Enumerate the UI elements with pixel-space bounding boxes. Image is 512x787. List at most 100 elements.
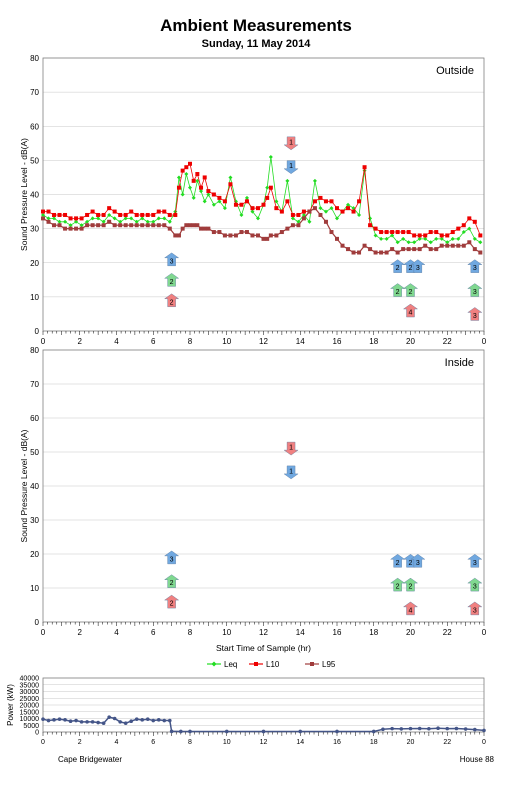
data-point — [167, 219, 172, 224]
data-point — [145, 223, 150, 228]
data-point — [199, 185, 204, 190]
data-point — [290, 212, 295, 217]
data-point — [41, 717, 45, 721]
event-label: 4 — [409, 607, 413, 614]
data-point — [329, 206, 334, 211]
event-label: 1 — [289, 139, 293, 146]
event-arrow — [402, 577, 419, 592]
data-point — [211, 202, 216, 207]
data-point — [151, 223, 156, 228]
chart-subtitle: Sunday, 11 May 2014 — [201, 38, 311, 50]
data-point — [140, 718, 145, 722]
data-point — [461, 230, 466, 235]
x-tick-label: 20 — [407, 739, 415, 746]
data-point — [445, 233, 450, 238]
data-point — [156, 718, 161, 722]
data-point — [427, 726, 431, 731]
x-tick-label: 20 — [406, 337, 415, 346]
event-arrow — [164, 594, 180, 609]
data-point — [450, 236, 455, 241]
panel-title-inside: Inside — [445, 357, 474, 369]
data-point — [268, 185, 273, 190]
x-tick-label: 0 — [41, 628, 46, 637]
y-tick-label: 40000 — [20, 676, 40, 683]
data-point — [244, 199, 249, 204]
y-tick-label: 70 — [30, 380, 39, 389]
event-marker: 2 — [164, 574, 180, 588]
event-marker: 3 — [410, 554, 426, 568]
y-tick-label: 10000 — [20, 716, 40, 723]
x-tick-label: 4 — [114, 337, 119, 346]
event-marker: 1 — [283, 136, 299, 151]
data-point — [96, 212, 101, 217]
data-point — [323, 199, 328, 204]
data-point — [79, 223, 84, 228]
data-point — [450, 243, 455, 248]
legend-item-l95: L95 — [305, 660, 336, 669]
data-point — [351, 209, 356, 214]
data-point — [472, 236, 477, 241]
data-point — [176, 175, 181, 180]
data-point — [79, 720, 84, 724]
data-point — [406, 247, 411, 252]
data-point — [211, 192, 216, 197]
data-point — [46, 216, 51, 221]
event-label: 2 — [396, 265, 400, 272]
data-point — [265, 195, 270, 200]
data-point — [228, 175, 233, 180]
data-point — [156, 223, 161, 228]
data-point — [379, 236, 384, 241]
data-point — [129, 209, 134, 214]
data-point — [329, 199, 334, 204]
data-point — [202, 175, 207, 180]
data-point — [118, 212, 123, 217]
event-marker: 4 — [402, 303, 419, 318]
data-point — [472, 219, 477, 224]
footer-location: Cape Bridgewater — [58, 755, 123, 764]
data-point — [156, 216, 161, 221]
data-point — [417, 247, 422, 252]
x-tick-label: 18 — [370, 739, 378, 746]
data-point — [371, 729, 376, 734]
legend: Leq L10 L95 — [207, 660, 336, 669]
event-marker: 2 — [402, 283, 419, 297]
data-point — [107, 715, 111, 719]
data-point — [335, 206, 339, 211]
data-point — [46, 209, 51, 214]
data-point — [188, 223, 192, 228]
y-tick-label: 70 — [30, 88, 39, 97]
data-point — [79, 216, 84, 221]
y-tick-label: 20000 — [20, 703, 40, 710]
data-point — [162, 223, 167, 228]
data-point — [173, 233, 178, 238]
data-point — [346, 206, 351, 211]
event-marker: 2 — [402, 577, 419, 592]
x-tick-label: 16 — [333, 628, 342, 637]
event-arrow — [402, 283, 419, 297]
event-label: 2 — [396, 289, 400, 296]
data-point — [180, 226, 185, 231]
y-axis-label: Power (kW) — [6, 684, 15, 726]
data-point — [274, 233, 279, 238]
data-point — [162, 216, 167, 221]
data-point — [417, 233, 422, 238]
data-point — [112, 223, 117, 228]
data-point — [340, 209, 345, 214]
data-point — [296, 212, 301, 217]
y-tick-label: 60 — [30, 122, 39, 131]
data-point — [41, 209, 45, 214]
data-point — [176, 233, 181, 238]
event-marker: 3 — [467, 259, 483, 273]
data-point — [384, 236, 389, 241]
data-point — [412, 247, 417, 252]
data-point — [379, 250, 384, 255]
legend-item-l10: L10 — [249, 660, 280, 669]
legend-label: Leq — [224, 660, 237, 669]
x-tick-label: 10 — [222, 628, 231, 637]
data-point — [101, 721, 106, 726]
x-tick-label: 14 — [296, 337, 305, 346]
data-point — [318, 212, 323, 217]
x-tick-label: 8 — [188, 628, 193, 637]
data-point — [46, 718, 51, 723]
data-point — [445, 726, 450, 731]
